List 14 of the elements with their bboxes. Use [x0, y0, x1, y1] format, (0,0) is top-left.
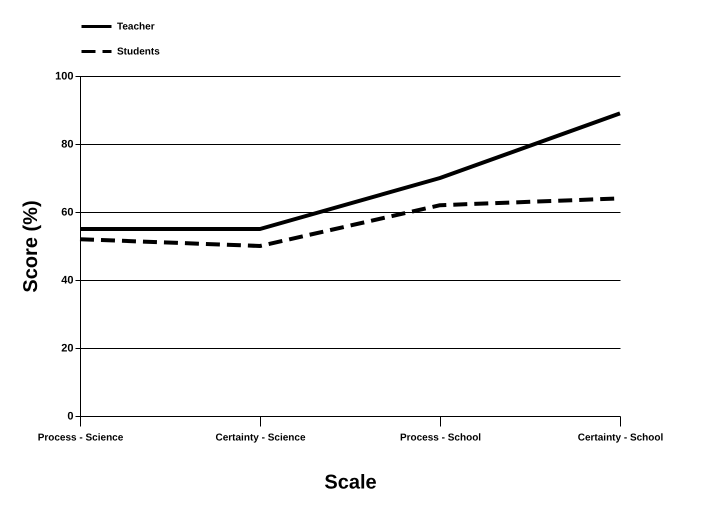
x-tick-label: Certainty - Science: [215, 432, 306, 444]
legend-label: Students: [117, 46, 160, 58]
y-tick-label: 80: [61, 138, 74, 150]
x-axis-title: Scale: [324, 472, 377, 494]
y-tick-label: 40: [61, 274, 74, 286]
y-tick-label: 20: [61, 342, 74, 354]
legend-label: Teacher: [117, 22, 155, 32]
y-axis-title: Score (%): [20, 200, 42, 293]
y-tick-label: 100: [55, 70, 74, 82]
y-tick-label: 60: [61, 206, 74, 218]
x-tick-label: Process - School: [400, 432, 482, 444]
x-tick-label: Certainty - School: [578, 432, 664, 444]
x-tick-label: Process - Science: [38, 432, 124, 444]
y-tick-label: 0: [67, 410, 74, 422]
